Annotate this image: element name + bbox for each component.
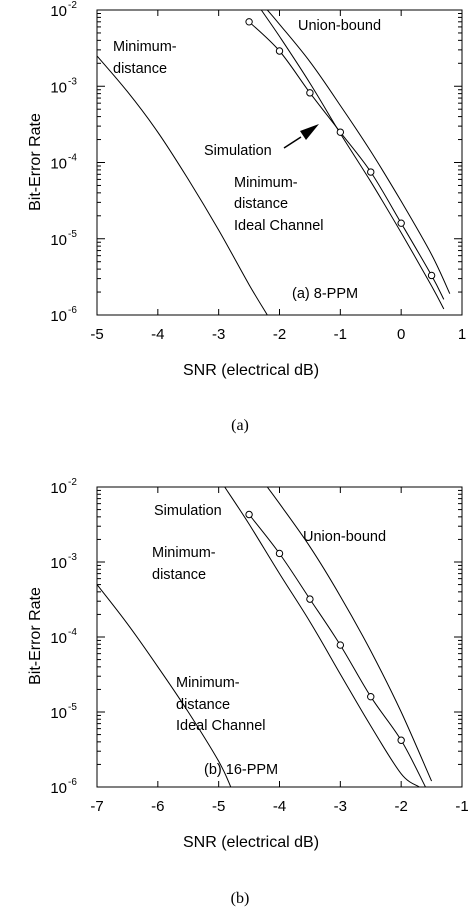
annotation-simulation-a: Simulation — [204, 143, 272, 159]
annotation-simulation-b: Simulation — [154, 503, 222, 519]
x-tick-label: 0 — [397, 326, 405, 343]
series-a — [96, 9, 451, 316]
y-tick-exponent: -5 — [68, 229, 77, 240]
x-ticks-a: -5 -4 -3 -2 -1 0 1 — [90, 10, 466, 343]
y-minor-ticks-a — [97, 12, 462, 316]
y-tick-exponent: -3 — [68, 552, 77, 563]
annotation-ideal-line2-b: distance — [176, 697, 230, 713]
simulation-point — [245, 18, 253, 26]
annotation-ideal-line2-a: distance — [234, 196, 288, 212]
simulation-point — [336, 128, 345, 136]
y-tick-exponent: -3 — [68, 76, 77, 87]
y-tick-label: 10 — [50, 705, 67, 722]
simulation-point — [427, 271, 436, 280]
x-tick-label: -6 — [151, 798, 164, 815]
x-tick-label: -5 — [212, 798, 225, 815]
annotation-ideal-line3-b: Ideal Channel — [176, 718, 266, 734]
x-tick-label: -3 — [334, 798, 347, 815]
annotation-union-bound-b: Union-bound — [303, 529, 386, 545]
simulation-point — [306, 89, 314, 97]
series-line-union-bound — [266, 9, 451, 294]
series-line-minimum-distance — [260, 9, 445, 310]
x-tick-label: -1 — [455, 798, 468, 815]
x-tick-label: -4 — [273, 798, 286, 815]
y-tick-exponent: -4 — [68, 627, 77, 638]
markers-a — [245, 18, 436, 280]
plot-frame-a — [96, 9, 463, 316]
y-ticks-b: 10-610-510-410-310-2 — [50, 477, 77, 797]
y-ticks-a: 10-610-510-410-310-2 — [50, 0, 77, 325]
simulation-point — [275, 47, 284, 55]
series-line-simulation — [248, 21, 445, 300]
simulation-point — [367, 692, 375, 701]
x-tick-label: -1 — [334, 326, 347, 343]
simulation-point — [275, 549, 284, 558]
simulation-point — [306, 595, 314, 603]
x-tick-label: -3 — [212, 326, 225, 343]
plot-frame-b — [96, 486, 463, 788]
simulation-point — [245, 510, 253, 519]
annotation-union-bound-a: Union-bound — [298, 18, 381, 34]
y-tick-exponent: -6 — [68, 777, 77, 788]
y-tick-exponent: -2 — [68, 0, 77, 11]
series-line-simulation — [248, 514, 426, 788]
markers-b — [245, 510, 405, 744]
simulation-arrow-head-a — [300, 124, 319, 140]
chart-a: -5 -4 -3 -2 -1 0 1 10-610-510-410-310-2 SNR (e… — [27, 0, 466, 434]
simulation-point — [336, 641, 345, 649]
x-tick-label: -4 — [151, 326, 164, 343]
y-tick-exponent: -2 — [68, 477, 77, 488]
x-tick-label: -2 — [273, 326, 286, 343]
caption-a: (a) — [231, 417, 249, 434]
y-tick-label: 10 — [50, 630, 67, 647]
y-tick-label: 10 — [50, 79, 67, 96]
x-tick-label: -2 — [394, 798, 407, 815]
annotation-minimum-distance-line2-b: distance — [152, 567, 206, 583]
x-axis-label-a: SNR (electrical dB) — [183, 362, 319, 379]
y-tick-label: 10 — [50, 3, 67, 20]
simulation-point — [397, 219, 405, 227]
y-tick-exponent: -6 — [68, 305, 77, 316]
series-line-minimum-distance-ideal-channel — [96, 55, 268, 316]
y-tick-label: 10 — [50, 156, 67, 173]
panel-label-b: (b) 16-PPM — [204, 762, 278, 778]
y-minor-ticks-b — [97, 489, 462, 788]
annotation-minimum-distance-line1-a: Minimum- — [113, 39, 177, 55]
simulation-arrow-line-a — [283, 136, 302, 149]
x-tick-label: 1 — [458, 326, 466, 343]
y-axis-label-a: Bit-Error Rate — [27, 113, 44, 211]
simulation-point — [367, 168, 375, 176]
y-axis-label-b: Bit-Error Rate — [27, 587, 44, 685]
panel-label-a: (a) 8-PPM — [292, 286, 358, 302]
y-tick-label: 10 — [50, 232, 67, 249]
x-ticks-b: -7 -6 -5 -4 -3 -2 -1 — [90, 487, 469, 815]
caption-b: (b) — [231, 890, 250, 907]
annotation-ideal-line3-a: Ideal Channel — [234, 218, 324, 234]
annotation-ideal-line1-a: Minimum- — [234, 175, 298, 191]
simulation-point — [397, 736, 405, 744]
series-line-minimum-distance — [224, 486, 420, 788]
series-line-minimum-distance-ideal-channel — [96, 584, 232, 788]
x-tick-label: -7 — [90, 798, 103, 815]
chart-b: -7 -6 -5 -4 -3 -2 -1 10-610-510-410-310-2 SNR … — [27, 477, 469, 907]
annotation-minimum-distance-line2-a: distance — [113, 61, 167, 77]
y-tick-exponent: -5 — [68, 702, 77, 713]
y-tick-label: 10 — [50, 555, 67, 572]
annotation-minimum-distance-line1-b: Minimum- — [152, 545, 216, 561]
x-tick-label: -5 — [90, 326, 103, 343]
annotation-ideal-line1-b: Minimum- — [176, 675, 240, 691]
series-line-union-bound — [266, 486, 433, 782]
x-axis-label-b: SNR (electrical dB) — [183, 834, 319, 851]
y-tick-exponent: -4 — [68, 153, 77, 164]
y-tick-label: 10 — [50, 480, 67, 497]
y-tick-label: 10 — [50, 780, 67, 797]
y-tick-label: 10 — [50, 308, 67, 325]
